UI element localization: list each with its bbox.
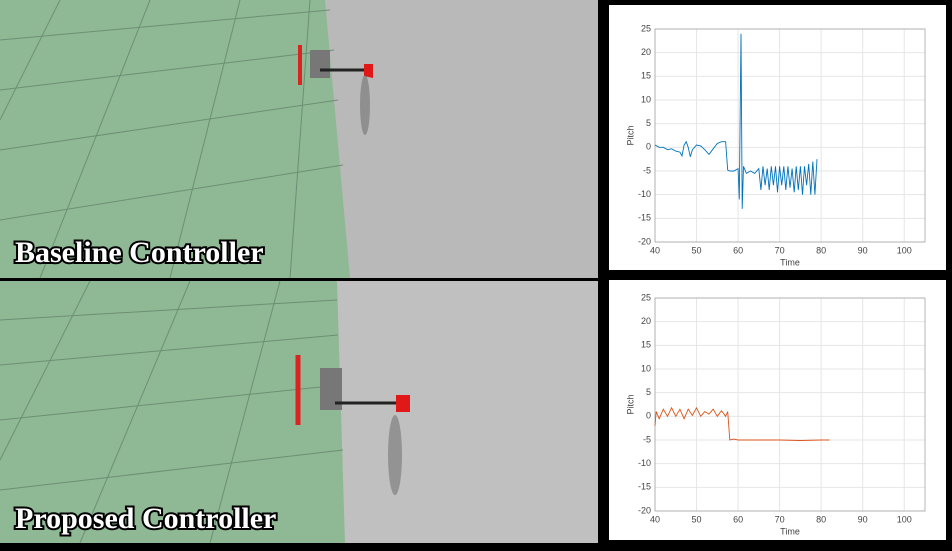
chart-background bbox=[609, 5, 946, 270]
y-tick-label: 5 bbox=[646, 118, 651, 128]
y-tick-label: 0 bbox=[646, 142, 651, 152]
x-tick-label: 60 bbox=[733, 514, 743, 524]
x-tick-label: 40 bbox=[650, 514, 660, 524]
y-axis-label: Pitch bbox=[625, 394, 635, 414]
x-tick-label: 40 bbox=[650, 245, 660, 255]
x-axis-label: Time bbox=[780, 526, 800, 536]
y-tick-label: 20 bbox=[641, 47, 651, 57]
x-axis-label: Time bbox=[780, 257, 800, 267]
y-tick-label: -5 bbox=[643, 165, 651, 175]
y-tick-label: 0 bbox=[646, 411, 651, 421]
panel-label: Baseline Controller bbox=[15, 236, 264, 269]
x-tick-label: 70 bbox=[775, 245, 785, 255]
y-tick-label: 25 bbox=[641, 23, 651, 33]
series-line bbox=[654, 33, 818, 209]
x-tick-label: 50 bbox=[692, 514, 702, 524]
y-tick-label: 25 bbox=[641, 292, 651, 302]
x-tick-label: 100 bbox=[897, 514, 912, 524]
series-line bbox=[654, 406, 830, 441]
drone bbox=[298, 45, 373, 135]
panel-label: Proposed Controller bbox=[15, 502, 276, 535]
x-tick-label: 50 bbox=[692, 245, 702, 255]
y-tick-label: -5 bbox=[643, 434, 651, 444]
x-tick-label: 70 bbox=[775, 514, 785, 524]
y-tick-label: 5 bbox=[646, 387, 651, 397]
y-tick-label: 10 bbox=[641, 363, 651, 373]
y-tick-label: -10 bbox=[638, 189, 651, 199]
plot-frame bbox=[654, 28, 926, 243]
y-tick-label: 10 bbox=[641, 94, 651, 104]
y-axis-label: Pitch bbox=[625, 125, 635, 145]
x-tick-label: 90 bbox=[858, 245, 868, 255]
y-tick-label: -15 bbox=[638, 213, 651, 223]
y-tick-label: 15 bbox=[641, 71, 651, 81]
x-tick-label: 90 bbox=[858, 514, 868, 524]
video-top bbox=[0, 0, 598, 278]
plot-frame bbox=[654, 297, 926, 512]
y-tick-label: -20 bbox=[638, 505, 651, 515]
drone bbox=[295, 355, 410, 495]
chart-background bbox=[609, 280, 946, 540]
y-tick-label: 20 bbox=[641, 316, 651, 326]
y-tick-label: -20 bbox=[638, 236, 651, 246]
y-tick-label: -10 bbox=[638, 458, 651, 468]
x-tick-label: 100 bbox=[897, 245, 912, 255]
x-tick-label: 80 bbox=[816, 514, 826, 524]
y-tick-label: -15 bbox=[638, 482, 651, 492]
x-tick-label: 60 bbox=[733, 245, 743, 255]
x-tick-label: 80 bbox=[816, 245, 826, 255]
y-tick-label: 15 bbox=[641, 340, 651, 350]
video-bottom bbox=[0, 281, 598, 543]
